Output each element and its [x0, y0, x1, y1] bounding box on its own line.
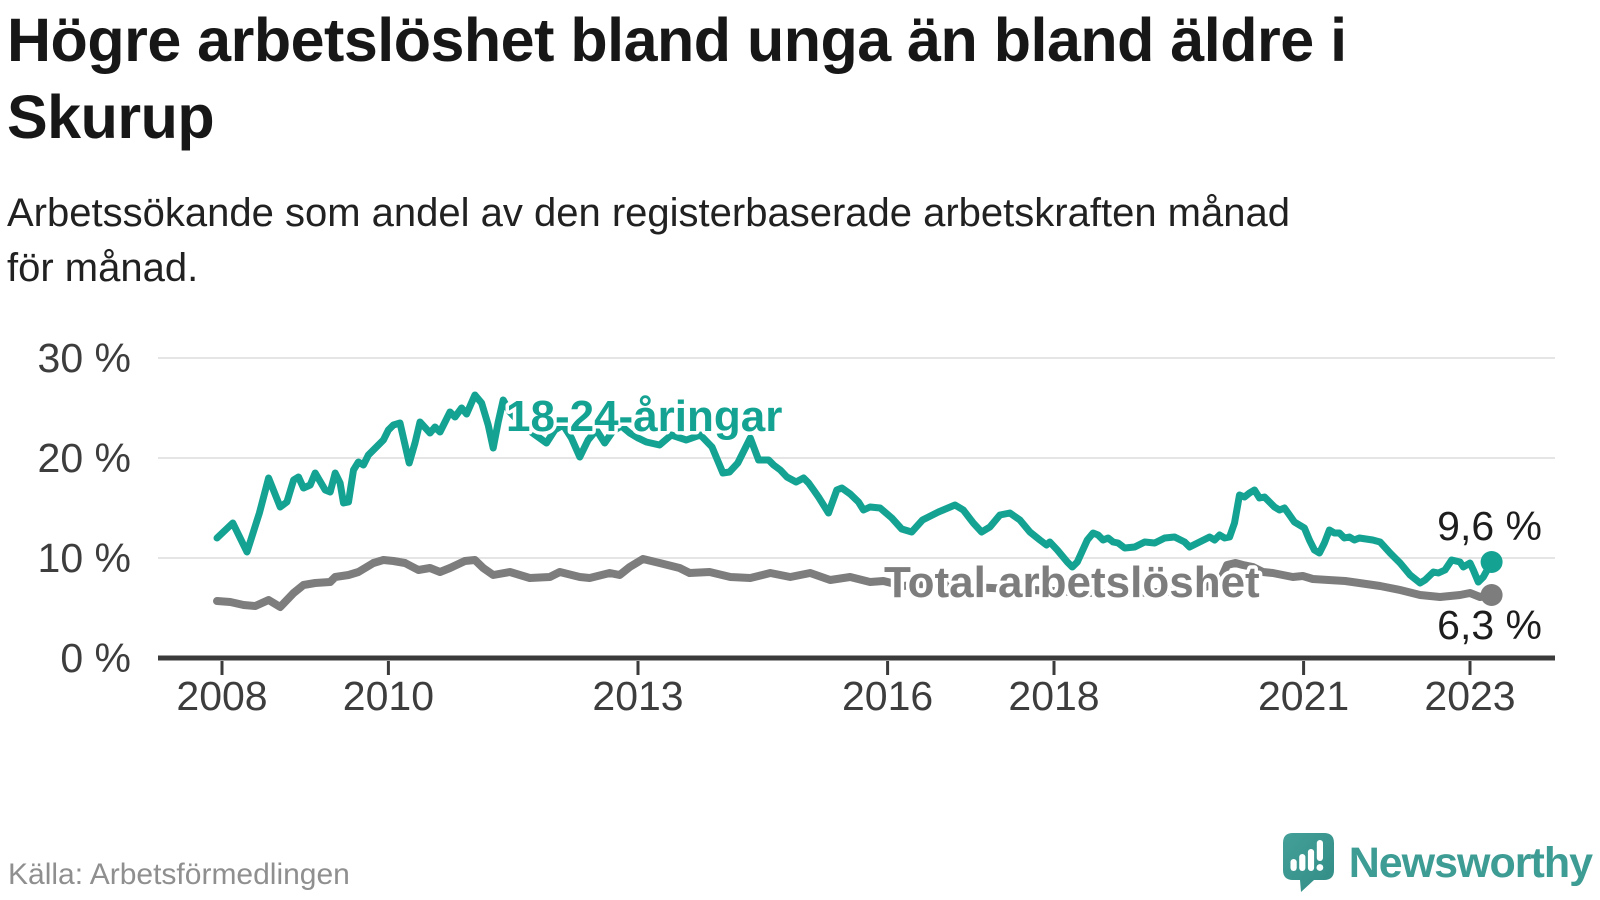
x-axis-tick-label: 2010 — [343, 673, 434, 719]
y-axis-tick-label: 0 % — [60, 635, 131, 681]
x-axis-tick-label: 2013 — [592, 673, 683, 719]
y-axis-tick-label: 10 % — [38, 535, 131, 581]
x-axis-tick-label: 2008 — [176, 673, 267, 719]
series-line-youth — [213, 391, 1496, 587]
end-dot-youth — [1480, 551, 1503, 573]
series-line-total — [213, 555, 1496, 611]
bar-1 — [1290, 859, 1297, 871]
x-axis-tick-label: 2023 — [1424, 673, 1515, 719]
y-axis-tick-label: 20 % — [38, 435, 131, 481]
newsworthy-logo: Newsworthy — [1282, 833, 1593, 893]
bar-3 — [1307, 849, 1314, 871]
source-note: Källa: Arbetsförmedlingen — [8, 858, 350, 891]
bar-2 — [1298, 854, 1306, 871]
x-axis-tick-label: 2021 — [1258, 673, 1349, 719]
end-value-label-total: 6,3 % — [1437, 602, 1542, 648]
series-label-youth: 18-24-åringar — [506, 392, 782, 441]
exclamation-bar — [1316, 840, 1323, 861]
series-label-total: Total arbetslöshet — [884, 558, 1260, 607]
chart-subtitle: Arbetssökande som andel av den registerb… — [7, 191, 1290, 290]
y-axis-tick-label: 30 % — [38, 335, 131, 381]
end-dot-total — [1480, 584, 1503, 606]
newsworthy-logo-icon — [1282, 833, 1334, 892]
newsworthy-wordmark: Newsworthy — [1348, 838, 1593, 887]
x-axis-tick-label: 2016 — [842, 673, 933, 719]
x-axis-tick-label: 2018 — [1008, 673, 1099, 719]
chart-title: Högre arbetslöshet bland unga än bland ä… — [7, 6, 1347, 151]
exclamation-dot — [1316, 864, 1324, 871]
end-value-label-youth: 9,6 % — [1437, 503, 1542, 549]
